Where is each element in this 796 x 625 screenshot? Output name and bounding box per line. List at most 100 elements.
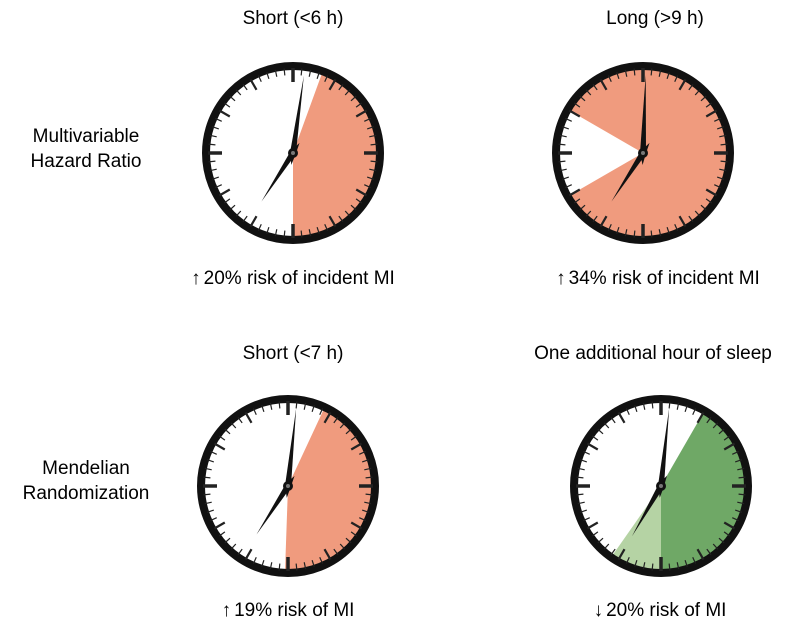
tick-mark [712,422,719,429]
tick-mark [366,126,375,130]
tick-mark [603,543,610,550]
tick-mark [712,543,719,550]
tick-mark [300,68,303,76]
tick-mark [558,160,566,163]
tick-mark [364,117,371,122]
tick-mark [338,83,344,91]
tick-mark [676,562,680,570]
tick-mark [610,416,616,424]
tick-mark [723,531,731,537]
tick-mark [308,229,312,237]
tick-mark [666,226,670,235]
tick-mark [718,537,725,544]
tick-mark [209,134,217,138]
caption-text: 20% risk of incident MI [203,268,395,289]
tick-mark [303,562,307,570]
tick-mark [607,75,612,82]
tick-mark [345,428,352,435]
tick-mark [642,562,646,570]
tick-mark [369,168,377,172]
tick-mark [714,117,721,122]
tick-mark [237,416,243,424]
tick-mark [328,78,337,91]
tick-mark [586,442,599,451]
tick-mark [365,493,373,496]
tick-mark [678,78,687,91]
caption-long-9h: ↑ 34% risk of incident MI [508,268,796,290]
tick-mark [684,559,688,568]
tick-mark [591,435,599,441]
tick-mark [269,562,273,570]
tick-mark [311,559,315,568]
tick-mark [344,89,351,96]
row-label-line: Mendelian [42,458,130,479]
tick-mark [333,548,339,556]
tick-mark [576,476,584,479]
tick-mark [316,71,320,80]
clock-rim [552,62,734,244]
tick-mark [370,160,378,163]
tick-mark [206,459,215,463]
hour-hand [611,142,650,202]
tick-mark [242,215,248,223]
tick-mark [208,143,216,146]
tick-mark [599,78,608,91]
tick-mark [229,204,236,211]
tick-mark [738,476,746,479]
tick-mark [333,416,339,424]
tick-mark [328,215,337,228]
tick-mark [688,83,694,91]
tick-mark [345,537,352,544]
clock-face-short-6h [202,62,384,244]
tick-mark [211,176,220,180]
tick-mark [323,548,332,561]
tick-mark [696,548,705,561]
tick-mark [558,143,566,146]
tick-mark [204,501,212,505]
tick-mark [624,229,628,237]
tick-mark [364,184,371,189]
row-label-line: Hazard Ratio [30,151,142,172]
minute-hand [640,75,646,165]
tick-mark [215,117,222,122]
tick-mark [359,517,366,522]
tick-mark [218,435,226,441]
tick-mark [592,83,598,91]
tick-mark [266,226,270,235]
tick-mark [218,531,226,537]
tick-mark [249,78,258,91]
tick-mark [634,559,638,568]
tick-mark [591,531,599,537]
tick-mark [714,184,721,189]
tick-mark [210,450,217,455]
tick-mark [350,204,357,211]
tick-mark [339,543,346,550]
tick-mark [617,548,626,561]
tick-mark [676,402,680,410]
arrow-down-icon: ↓ [593,600,604,621]
tick-mark [668,563,671,571]
tick-mark [224,428,231,435]
clock-face-long-9h [552,62,734,244]
tick-mark [592,215,598,223]
tick-mark [666,71,670,80]
tick-mark [266,71,270,80]
clock-rim [197,395,379,577]
tick-mark [278,401,281,409]
tick-mark [583,517,590,522]
minute-hand [285,408,297,498]
hour-hand [261,142,300,202]
tick-mark [316,226,320,235]
tick-mark [364,501,372,505]
risk-sector [293,71,380,241]
tick-mark [355,109,368,118]
tick-mark [599,215,608,228]
tick-mark [734,459,743,463]
tick-mark [678,215,687,228]
tick-mark [213,521,226,530]
tick-mark [579,204,586,211]
tick-mark [668,401,671,409]
tick-mark [706,548,712,556]
tick-mark [300,230,303,238]
tick-mark [355,188,368,197]
